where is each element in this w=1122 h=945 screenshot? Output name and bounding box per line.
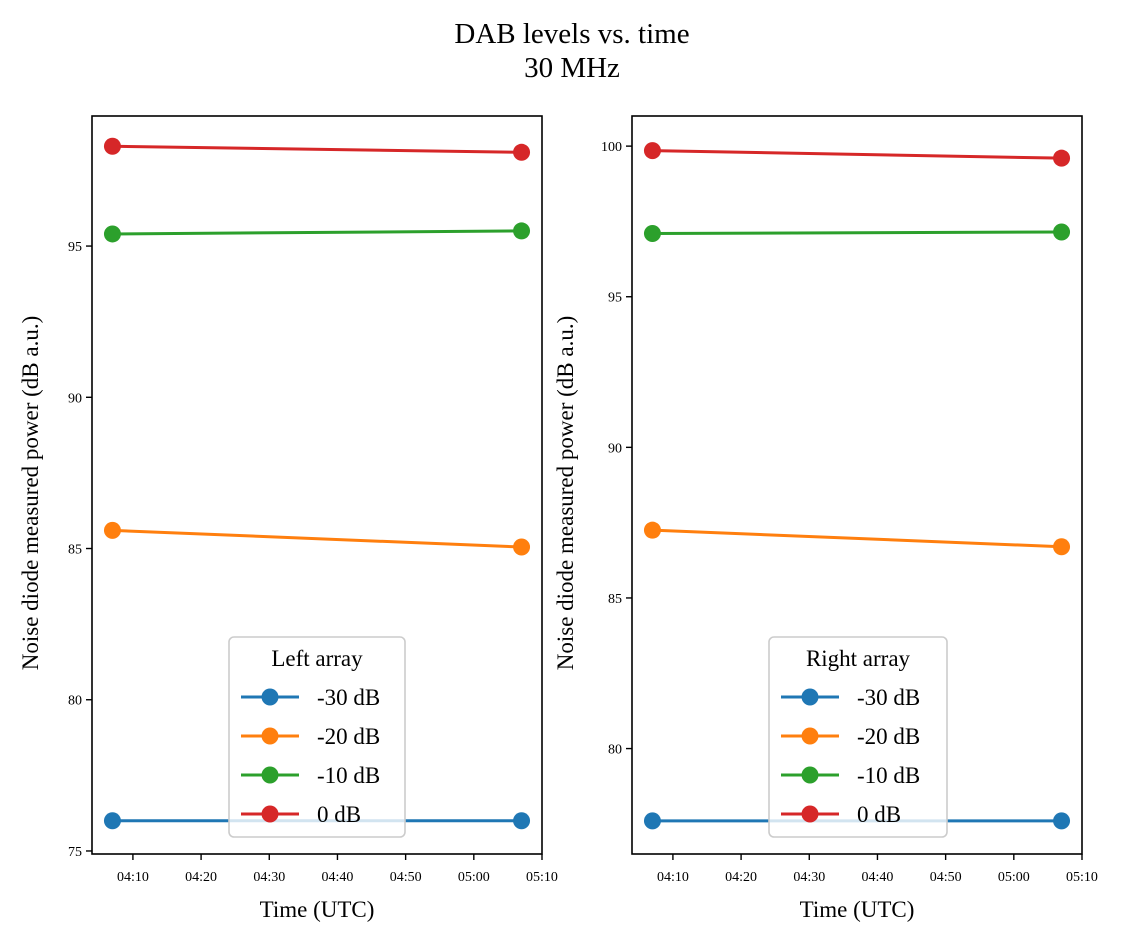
data-point [1053,149,1071,167]
y-axis-label: Noise diode measured power (dB a.u.) [553,316,578,670]
series-line [112,528,522,549]
legend-label: -20 dB [317,724,380,749]
legend-marker [261,727,279,745]
y-tick-label: 85 [68,543,82,558]
data-point [643,521,661,539]
data-point [1053,223,1071,241]
legend-marker [801,766,819,784]
x-tick-label: 05:10 [1066,870,1098,885]
left-array-plot: 75 80 85 90 95 04:10 04:20 04:30 04:40 04:50 05:00… [18,115,558,922]
legend-marker [801,805,819,823]
y-tick-label: 100 [601,140,622,155]
data-point [643,812,661,830]
series-line [652,230,1062,235]
legend-label: -10 dB [857,763,920,788]
legend-item: 0 dB [781,802,901,827]
axes-frame [91,115,543,855]
legend-item: -20 dB [781,724,920,749]
legend-label: 0 dB [317,802,361,827]
x-tick-label: 04:30 [253,870,285,885]
series-line [112,229,522,236]
legend-label: -30 dB [317,685,380,710]
x-tick-label: 04:10 [117,870,149,885]
x-tick-label: 05:00 [998,870,1030,885]
x-axis-label: Time (UTC) [260,897,375,922]
x-tick-label: 04:20 [725,870,757,885]
series-line [112,144,522,154]
series--20db [643,521,1071,556]
x-tick-label: 04:50 [930,870,962,885]
figure-title-line1: DAB levels vs. time [454,18,689,50]
data-point [1053,812,1071,830]
x-tick-label: 05:00 [458,870,490,885]
right-array-plot: 80 85 90 95 100 04:10 04:20 04:30 04:40 04:50 05:0… [553,115,1098,922]
y-tick-label: 85 [608,592,622,607]
legend-title: Left array [271,646,363,671]
y-tick-label: 90 [68,391,82,406]
legend-box [228,636,406,838]
series--10db [643,223,1071,242]
x-axis-label: Time (UTC) [800,897,915,922]
legend-marker [801,688,819,706]
data-point [643,224,661,242]
legend-item: -10 dB [781,763,920,788]
data-point [643,142,661,160]
legend-label: 0 dB [857,802,901,827]
x-tick-label: 04:30 [793,870,825,885]
data-point [513,143,531,161]
y-tick-label: 80 [608,743,622,758]
legend-box [768,636,948,838]
y-axis-label: Noise diode measured power (dB a.u.) [18,316,43,670]
y-tick-label: 75 [68,845,82,860]
series-line [652,528,1062,549]
legend-marker [261,805,279,823]
series--10db [103,222,531,243]
legend-label: -20 dB [857,724,920,749]
x-tick-label: 05:10 [526,870,558,885]
x-tick-label: 04:20 [185,870,217,885]
series-line [652,149,1062,160]
legend-marker [261,688,279,706]
legend-marker [801,727,819,745]
legend-item: -30 dB [781,685,920,710]
legend-item: -30 dB [241,685,380,710]
data-point [103,225,121,243]
y-tick-label: 95 [68,240,82,255]
legend-label: -10 dB [317,763,380,788]
y-tick-label: 95 [608,291,622,306]
data-point [513,538,531,556]
x-tick-label: 04:50 [390,870,422,885]
series-0db [643,142,1071,167]
series--20db [103,521,531,556]
data-point [513,222,531,240]
data-point [103,137,121,155]
y-tick-label: 90 [608,441,622,456]
legend-title: Right array [806,646,911,671]
data-point [103,812,121,830]
y-tick-label: 80 [68,694,82,709]
x-tick-label: 04:40 [862,870,894,885]
data-point [513,812,531,830]
legend-label: -30 dB [857,685,920,710]
data-point [103,521,121,539]
legend-item: -10 dB [241,763,380,788]
figure-title-line2: 30 MHz [524,52,620,84]
legend-item: 0 dB [241,802,361,827]
legend-marker [261,766,279,784]
legend-item: -20 dB [241,724,380,749]
series-0db [103,137,531,161]
data-point [1053,538,1071,556]
axes-frame [631,115,1083,855]
legend: Right array -30 dB -20 dB -10 dB 0 dB [768,636,948,838]
legend: Left array -30 dB -20 dB -10 dB 0 dB [228,636,406,838]
x-tick-label: 04:40 [322,870,354,885]
x-tick-label: 04:10 [657,870,689,885]
